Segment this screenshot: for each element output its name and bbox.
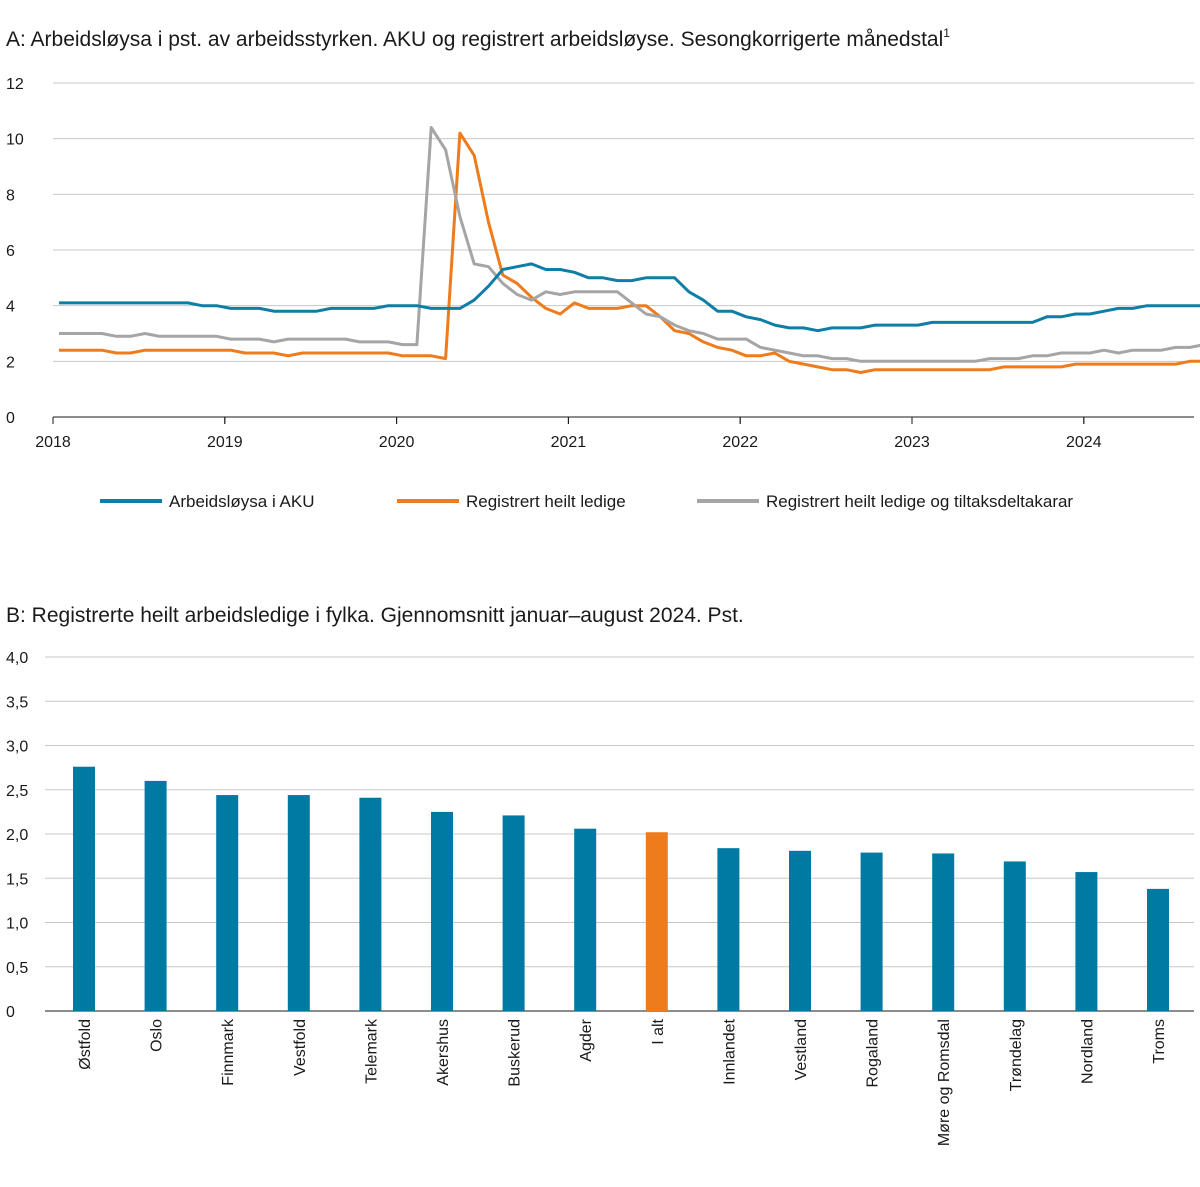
y-tick-label: 0 [6,410,15,427]
category-label: Oslo [149,1019,166,1052]
category-label: Vestland [793,1019,810,1080]
panel-a-series [59,126,1200,374]
bar-telemark [359,797,382,1011]
y-tick-label: 12 [6,76,24,93]
bar-finnmark [216,795,239,1011]
category-label: Møre og Romsdal [936,1019,953,1146]
panel-b-y-axis: 0 0,5 1,0 1,5 2,0 2,5 3,0 3,5 4,0 [6,650,28,1021]
bar-møre-og-romsdal [932,853,955,1011]
category-label: Buskerud [507,1019,524,1087]
category-label: Akershus [435,1019,452,1086]
legend-item-1: Registrert heilt ledige [397,492,626,511]
y-tick-label: 2 [6,354,15,371]
panel-a-y-axis: 0 2 4 6 8 10 12 [6,76,24,427]
y-tick-label: 4,0 [6,650,28,667]
legend-label: Registrert heilt ledige [466,492,626,511]
y-tick-label: 0 [6,1004,15,1021]
bar-trøndelag [1003,861,1026,1011]
category-label: Telemark [363,1018,380,1084]
legend-label: Registrert heilt ledige og tiltaksdeltak… [766,492,1073,511]
x-tick-label: 2019 [207,434,243,451]
y-tick-label: 4 [6,299,15,316]
bar-nordland [1075,872,1098,1011]
y-tick-label: 1,0 [6,916,28,933]
y-tick-label: 6 [6,243,15,260]
bar-vestfold [287,795,310,1011]
bar-oslo [144,780,167,1011]
bar-buskerud [502,815,525,1011]
category-label: Innlandet [721,1018,738,1084]
y-tick-label: 1,5 [6,871,28,888]
bar-vestland [789,850,811,1011]
panel-b-bars [73,766,1169,1011]
series-line-1 [59,131,1200,374]
x-tick-label: 2021 [551,434,587,451]
x-tick-label: 2022 [722,434,758,451]
y-tick-label: 0,5 [6,960,28,977]
panel-b-title: B: Registrerte heilt arbeidsledige i fyl… [6,604,744,627]
panel-a: A: Arbeidsløysa i pst. av arbeidsstyrken… [6,26,1200,511]
bar-østfold [73,766,95,1011]
x-tick-label: 2023 [894,434,930,451]
category-label: I alt [650,1018,667,1044]
y-tick-label: 3,5 [6,694,28,711]
category-label: Rogaland [865,1019,882,1088]
legend-item-0: Arbeidsløysa i AKU [100,492,315,511]
category-label: Troms [1151,1019,1168,1064]
panel-a-legend: Arbeidsløysa i AKU Registrert heilt ledig… [100,492,1073,511]
panel-a-title: A: Arbeidsløysa i pst. av arbeidsstyrken… [6,26,950,51]
y-tick-label: 10 [6,132,24,149]
bar-troms [1147,888,1169,1011]
legend-item-2: Registrert heilt ledige og tiltaksdeltak… [697,492,1073,511]
category-label: Vestfold [292,1019,309,1076]
x-tick-label: 2018 [35,434,71,451]
series-line-0 [59,262,1200,333]
y-tick-label: 2,0 [6,827,28,844]
y-tick-label: 3,0 [6,739,28,756]
y-tick-label: 8 [6,187,15,204]
category-label: Trøndelag [1008,1019,1025,1091]
panel-a-x-axis: 2018 2019 2020 2021 2022 2023 2024 [35,417,1102,451]
category-label: Agder [578,1018,595,1061]
bar-rogaland [860,852,883,1011]
legend-label: Arbeidsløysa i AKU [169,492,315,511]
bar-agder [574,828,597,1011]
x-tick-label: 2024 [1066,434,1102,451]
panel-b-category-labels: Østfold Oslo Finnmark Vestfold Telemark Akers… [77,1018,1168,1146]
series-line-2 [59,126,1200,363]
category-label: Østfold [77,1019,94,1070]
bar-innlandet [717,848,740,1011]
y-tick-label: 2,5 [6,783,28,800]
panel-a-gridlines [53,82,1194,418]
category-label: Finnmark [220,1018,237,1086]
category-label: Nordland [1079,1019,1096,1084]
bar-i-alt [645,832,668,1011]
x-tick-label: 2020 [379,434,415,451]
bar-akershus [431,811,453,1011]
panel-b: B: Registrerte heilt arbeidsledige i fyl… [6,604,1194,1146]
